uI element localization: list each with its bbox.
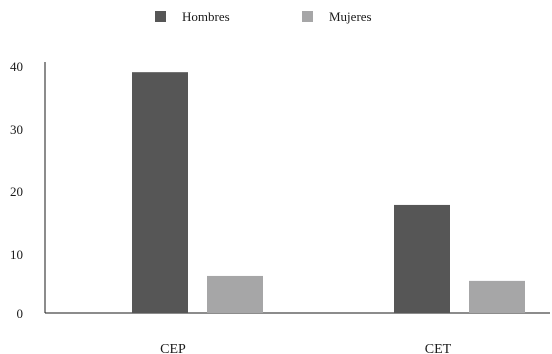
bar-cep-hombres	[132, 72, 188, 313]
x-category-label-cet: CET	[425, 342, 452, 354]
bar-cet-mujeres	[469, 280, 525, 313]
y-tick-label: 30	[10, 122, 23, 137]
chart-legend: Hombres Mujeres	[155, 9, 372, 24]
y-tick-label: 40	[10, 59, 23, 74]
legend-label-mujeres: Mujeres	[329, 9, 372, 24]
legend-label-hombres: Hombres	[182, 9, 230, 24]
y-tick-label: 0	[17, 306, 24, 321]
x-category-labels: CEP CET	[160, 342, 452, 354]
bars-group	[132, 72, 525, 313]
y-tick-label: 10	[10, 247, 23, 262]
y-tick-labels: 0 10 20 30 40	[10, 59, 23, 321]
legend-swatch-mujeres	[302, 11, 313, 22]
legend-swatch-hombres	[155, 11, 166, 22]
x-category-label-cep: CEP	[160, 342, 186, 354]
y-tick-label: 20	[10, 184, 23, 199]
bar-cep-mujeres	[207, 275, 263, 313]
bar-cet-hombres	[394, 204, 450, 313]
